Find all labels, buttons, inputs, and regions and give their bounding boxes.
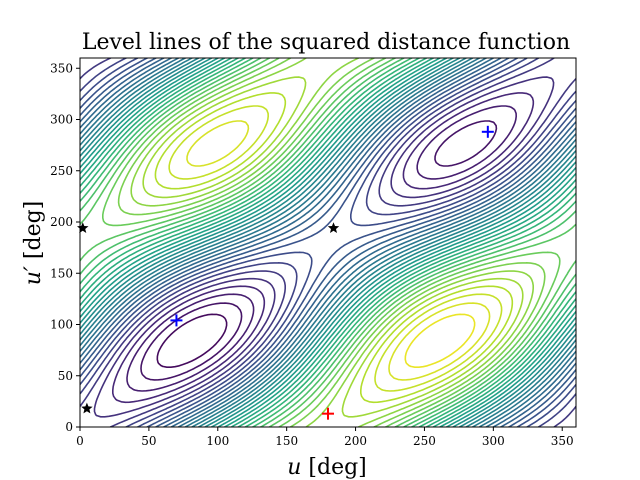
y-tick-label: 50: [58, 369, 73, 383]
x-axis-ticks: 0 50 100 150 200 250 300 350: [76, 427, 574, 448]
level-line: [80, 58, 576, 427]
level-line: [80, 58, 576, 427]
x-tick-label: 150: [275, 434, 298, 448]
level-line: [126, 105, 517, 392]
level-line: [156, 313, 228, 368]
level-line: [102, 58, 561, 427]
y-tick-label: 0: [65, 420, 73, 434]
level-line: [80, 58, 576, 427]
level-lines: [80, 58, 576, 427]
x-axis-unit: [deg]: [308, 455, 366, 480]
level-line: [142, 76, 524, 418]
level-line: [80, 58, 576, 427]
level-line: [80, 58, 576, 427]
level-line: [80, 58, 576, 427]
y-axis-label: u′ [deg]: [21, 201, 46, 286]
y-tick-label: 100: [50, 318, 73, 332]
level-line: [80, 58, 576, 427]
y-tick-label: 200: [50, 215, 73, 229]
markers: [77, 125, 494, 420]
chart-title: Level lines of the squared distance func…: [82, 30, 570, 55]
y-tick-label: 350: [50, 61, 73, 75]
level-line: [168, 105, 503, 392]
x-tick-label: 50: [141, 434, 156, 448]
level-line: [80, 58, 576, 427]
level-line: [404, 313, 476, 368]
level-line: [154, 92, 514, 404]
level-line: [80, 58, 576, 427]
x-axis-variable: u: [287, 455, 301, 480]
y-axis-variable: u′: [21, 266, 46, 285]
x-tick-label: 100: [206, 434, 229, 448]
level-line: [80, 58, 576, 427]
level-line: [186, 120, 491, 381]
level-line: [93, 76, 555, 418]
y-axis-ticks: 0 50 100 150 200 250 300 350: [50, 61, 80, 434]
level-line: [80, 58, 576, 427]
star-marker: [81, 402, 93, 414]
star-marker: [77, 222, 89, 233]
y-axis-unit: [deg]: [21, 201, 46, 259]
plus-marker: [170, 314, 183, 327]
x-tick-label: 300: [482, 434, 505, 448]
level-line: [80, 58, 576, 427]
x-tick-label: 200: [344, 434, 367, 448]
plus-marker: [322, 407, 334, 420]
star-marker: [327, 222, 340, 233]
y-tick-label: 300: [50, 113, 73, 127]
y-tick-label: 150: [50, 266, 73, 280]
level-line: [112, 92, 535, 404]
x-axis-label: u [deg]: [287, 455, 367, 480]
plot-frame: [79, 57, 577, 428]
x-tick-label: 350: [551, 434, 574, 448]
level-line: [80, 58, 576, 427]
x-tick-label: 250: [413, 434, 436, 448]
y-tick-label: 250: [50, 164, 73, 178]
level-line: [140, 120, 498, 381]
x-tick-label: 0: [76, 434, 84, 448]
plot-area: [80, 58, 576, 427]
plus-marker: [481, 125, 494, 138]
